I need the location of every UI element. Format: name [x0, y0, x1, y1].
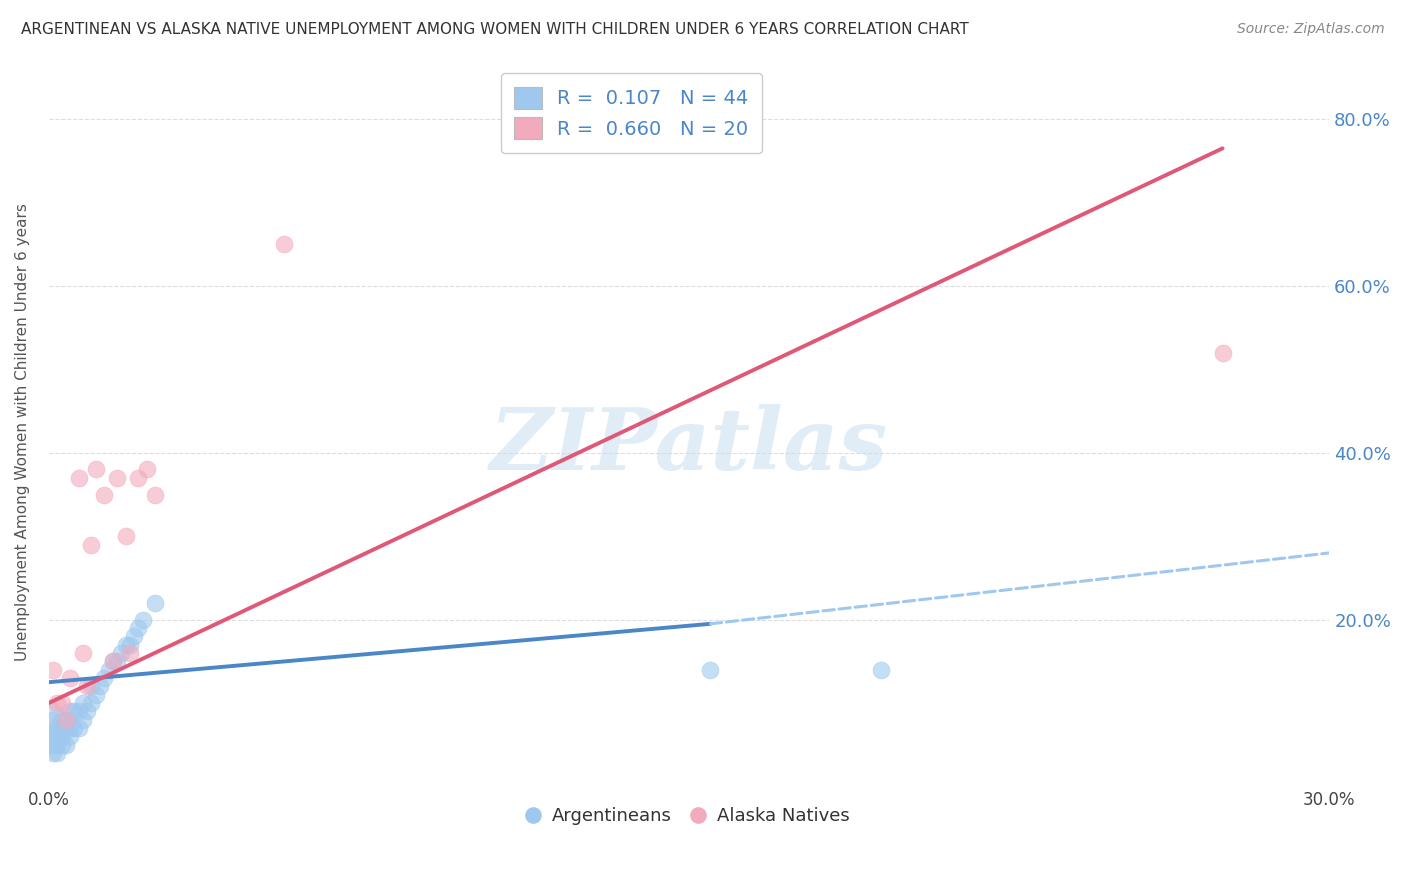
- Point: [127, 471, 149, 485]
- Point: [93, 487, 115, 501]
- Point: [118, 638, 141, 652]
- Point: [46, 696, 69, 710]
- Point: [42, 705, 65, 719]
- Point: [72, 646, 94, 660]
- Point: [84, 688, 107, 702]
- Point: [63, 721, 86, 735]
- Point: [42, 730, 65, 744]
- Point: [273, 237, 295, 252]
- Point: [59, 721, 82, 735]
- Point: [51, 738, 73, 752]
- Point: [59, 730, 82, 744]
- Point: [80, 538, 103, 552]
- Point: [55, 713, 77, 727]
- Point: [101, 654, 124, 668]
- Point: [51, 730, 73, 744]
- Point: [114, 638, 136, 652]
- Point: [101, 654, 124, 668]
- Point: [72, 713, 94, 727]
- Point: [46, 746, 69, 760]
- Point: [67, 471, 90, 485]
- Point: [51, 713, 73, 727]
- Point: [97, 663, 120, 677]
- Point: [59, 671, 82, 685]
- Point: [55, 738, 77, 752]
- Point: [59, 705, 82, 719]
- Point: [135, 462, 157, 476]
- Point: [51, 696, 73, 710]
- Legend: Argentineans, Alaska Natives: Argentineans, Alaska Natives: [519, 798, 859, 834]
- Point: [42, 738, 65, 752]
- Point: [131, 613, 153, 627]
- Text: Source: ZipAtlas.com: Source: ZipAtlas.com: [1237, 22, 1385, 37]
- Point: [67, 705, 90, 719]
- Point: [55, 721, 77, 735]
- Point: [870, 663, 893, 677]
- Point: [114, 529, 136, 543]
- Point: [42, 663, 65, 677]
- Point: [89, 679, 111, 693]
- Point: [699, 663, 721, 677]
- Point: [1212, 345, 1234, 359]
- Point: [80, 679, 103, 693]
- Point: [42, 721, 65, 735]
- Point: [80, 696, 103, 710]
- Point: [42, 746, 65, 760]
- Point: [76, 705, 98, 719]
- Point: [46, 738, 69, 752]
- Point: [118, 646, 141, 660]
- Point: [55, 713, 77, 727]
- Text: ARGENTINEAN VS ALASKA NATIVE UNEMPLOYMENT AMONG WOMEN WITH CHILDREN UNDER 6 YEAR: ARGENTINEAN VS ALASKA NATIVE UNEMPLOYMEN…: [21, 22, 969, 37]
- Point: [46, 721, 69, 735]
- Point: [63, 705, 86, 719]
- Point: [42, 713, 65, 727]
- Point: [122, 629, 145, 643]
- Point: [84, 462, 107, 476]
- Point: [105, 471, 128, 485]
- Point: [145, 596, 167, 610]
- Point: [93, 671, 115, 685]
- Point: [105, 654, 128, 668]
- Point: [145, 487, 167, 501]
- Text: ZIPatlas: ZIPatlas: [489, 404, 889, 488]
- Y-axis label: Unemployment Among Women with Children Under 6 years: Unemployment Among Women with Children U…: [15, 203, 30, 661]
- Point: [46, 730, 69, 744]
- Point: [127, 621, 149, 635]
- Point: [110, 646, 132, 660]
- Point: [67, 721, 90, 735]
- Point: [51, 721, 73, 735]
- Point: [76, 679, 98, 693]
- Point: [72, 696, 94, 710]
